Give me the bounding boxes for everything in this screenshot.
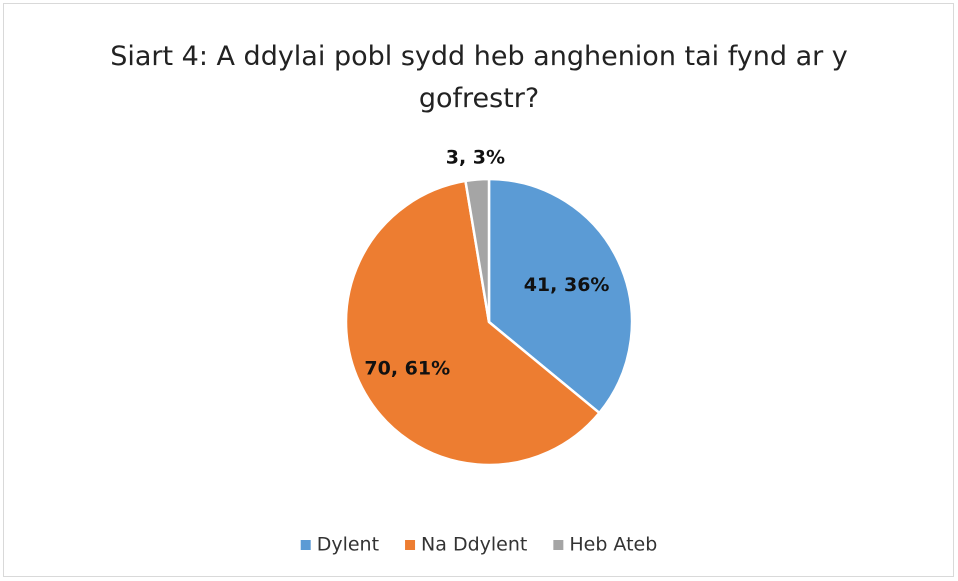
legend-label: Heb Ateb — [569, 534, 657, 556]
data-label: 41, 36% — [524, 274, 610, 296]
pie-slice — [487, 177, 634, 415]
data-label: 70, 61% — [364, 358, 450, 380]
chart-title: Siart 4: A ddylai pobl sydd heb anghenio… — [110, 41, 848, 114]
chart-frame — [3, 3, 954, 577]
legend-label: Dylent — [317, 534, 379, 556]
legend-swatch — [300, 540, 311, 550]
legend-swatch — [553, 540, 564, 550]
legend-label: Na Ddylent — [421, 534, 527, 556]
legend-swatch — [405, 540, 416, 550]
pie-slice — [464, 177, 491, 323]
pie-slice — [344, 179, 602, 467]
data-label: 3, 3% — [446, 147, 505, 169]
